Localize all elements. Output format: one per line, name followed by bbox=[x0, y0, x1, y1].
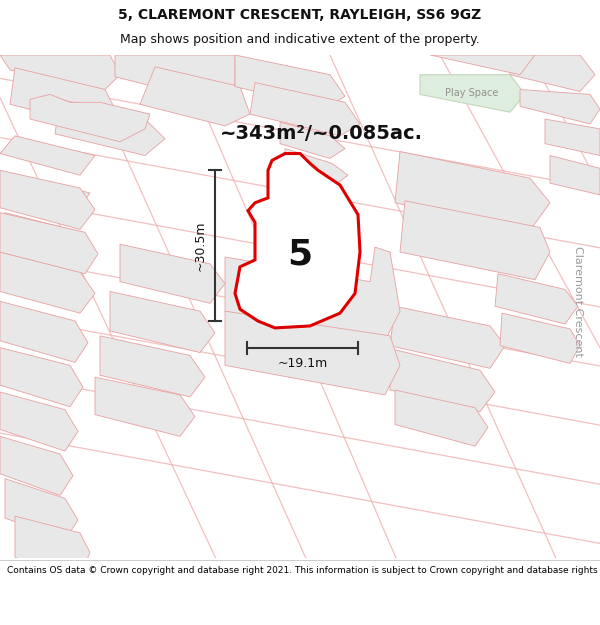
Polygon shape bbox=[225, 311, 400, 395]
Polygon shape bbox=[5, 479, 78, 540]
Text: Claremont Crescent: Claremont Crescent bbox=[573, 246, 583, 357]
Polygon shape bbox=[395, 390, 488, 446]
Polygon shape bbox=[400, 201, 550, 279]
Polygon shape bbox=[390, 306, 505, 368]
Polygon shape bbox=[120, 244, 225, 303]
Text: 5, CLAREMONT CRESCENT, RAYLEIGH, SS6 9GZ: 5, CLAREMONT CRESCENT, RAYLEIGH, SS6 9GZ bbox=[118, 8, 482, 22]
Polygon shape bbox=[10, 68, 115, 126]
Polygon shape bbox=[395, 151, 550, 231]
Polygon shape bbox=[520, 89, 600, 124]
Polygon shape bbox=[0, 170, 95, 229]
Text: Map shows position and indicative extent of the property.: Map shows position and indicative extent… bbox=[120, 33, 480, 46]
Polygon shape bbox=[280, 122, 345, 159]
Polygon shape bbox=[0, 55, 120, 94]
Polygon shape bbox=[0, 213, 82, 252]
Polygon shape bbox=[235, 55, 345, 108]
Polygon shape bbox=[0, 436, 73, 496]
Polygon shape bbox=[115, 55, 235, 98]
Polygon shape bbox=[30, 94, 150, 142]
Text: ~30.5m: ~30.5m bbox=[193, 221, 206, 271]
Polygon shape bbox=[390, 349, 495, 412]
Polygon shape bbox=[0, 348, 83, 407]
Polygon shape bbox=[110, 291, 215, 352]
Polygon shape bbox=[0, 252, 95, 313]
Polygon shape bbox=[55, 99, 165, 156]
Text: ~343m²/~0.085ac.: ~343m²/~0.085ac. bbox=[220, 124, 423, 143]
Polygon shape bbox=[100, 336, 205, 397]
Polygon shape bbox=[500, 313, 580, 363]
Polygon shape bbox=[0, 173, 90, 214]
Polygon shape bbox=[0, 136, 95, 175]
Text: Play Space: Play Space bbox=[445, 88, 499, 98]
Text: 5: 5 bbox=[287, 237, 313, 271]
Polygon shape bbox=[250, 82, 360, 136]
Polygon shape bbox=[495, 274, 578, 324]
Text: Contains OS data © Crown copyright and database right 2021. This information is : Contains OS data © Crown copyright and d… bbox=[7, 566, 600, 574]
Polygon shape bbox=[420, 75, 525, 112]
Polygon shape bbox=[545, 119, 600, 156]
Polygon shape bbox=[225, 247, 400, 341]
Polygon shape bbox=[285, 149, 348, 185]
Polygon shape bbox=[0, 392, 78, 451]
Polygon shape bbox=[510, 55, 595, 91]
Polygon shape bbox=[430, 55, 535, 75]
Polygon shape bbox=[140, 67, 250, 126]
Polygon shape bbox=[0, 301, 88, 362]
Polygon shape bbox=[235, 154, 360, 328]
Polygon shape bbox=[0, 213, 98, 274]
Polygon shape bbox=[95, 378, 195, 436]
Polygon shape bbox=[15, 516, 90, 575]
Polygon shape bbox=[550, 156, 600, 195]
Text: ~19.1m: ~19.1m bbox=[277, 357, 328, 370]
